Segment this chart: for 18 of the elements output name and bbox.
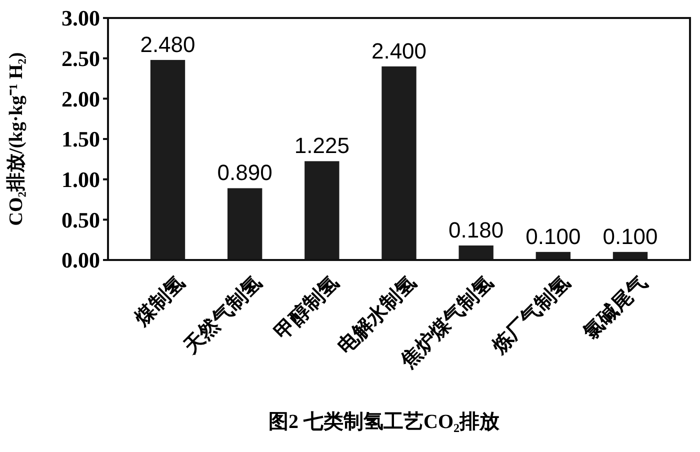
y-tick-label: 1.00 [62,167,100,192]
data-label: 2.480 [140,32,196,57]
y-tick-label: 3.00 [62,6,100,31]
data-label: 2.400 [371,38,427,64]
y-axis-title: CO₂排放/(kg·kg⁻¹ H₂) [6,52,27,226]
data-label: 1.225 [294,133,350,158]
text: 图2 七类制氢工艺CO₂排放 [268,411,500,433]
y-tick-label: 2.00 [62,86,100,112]
data-label: 0.100 [526,224,581,249]
data-label: 0.180 [448,217,504,242]
data-label: 0.890 [217,160,272,186]
x-tick-label: 煤制氢 [130,272,190,331]
x-tick-label: 氯碱尾气 [578,272,652,345]
y-tick-label: 2.50 [62,46,100,72]
data-label: 0.100 [602,224,658,249]
y-tick-label: 0.50 [62,207,100,232]
y-tick-label: 1.50 [62,126,100,152]
y-tick-label: 0.00 [62,248,100,273]
